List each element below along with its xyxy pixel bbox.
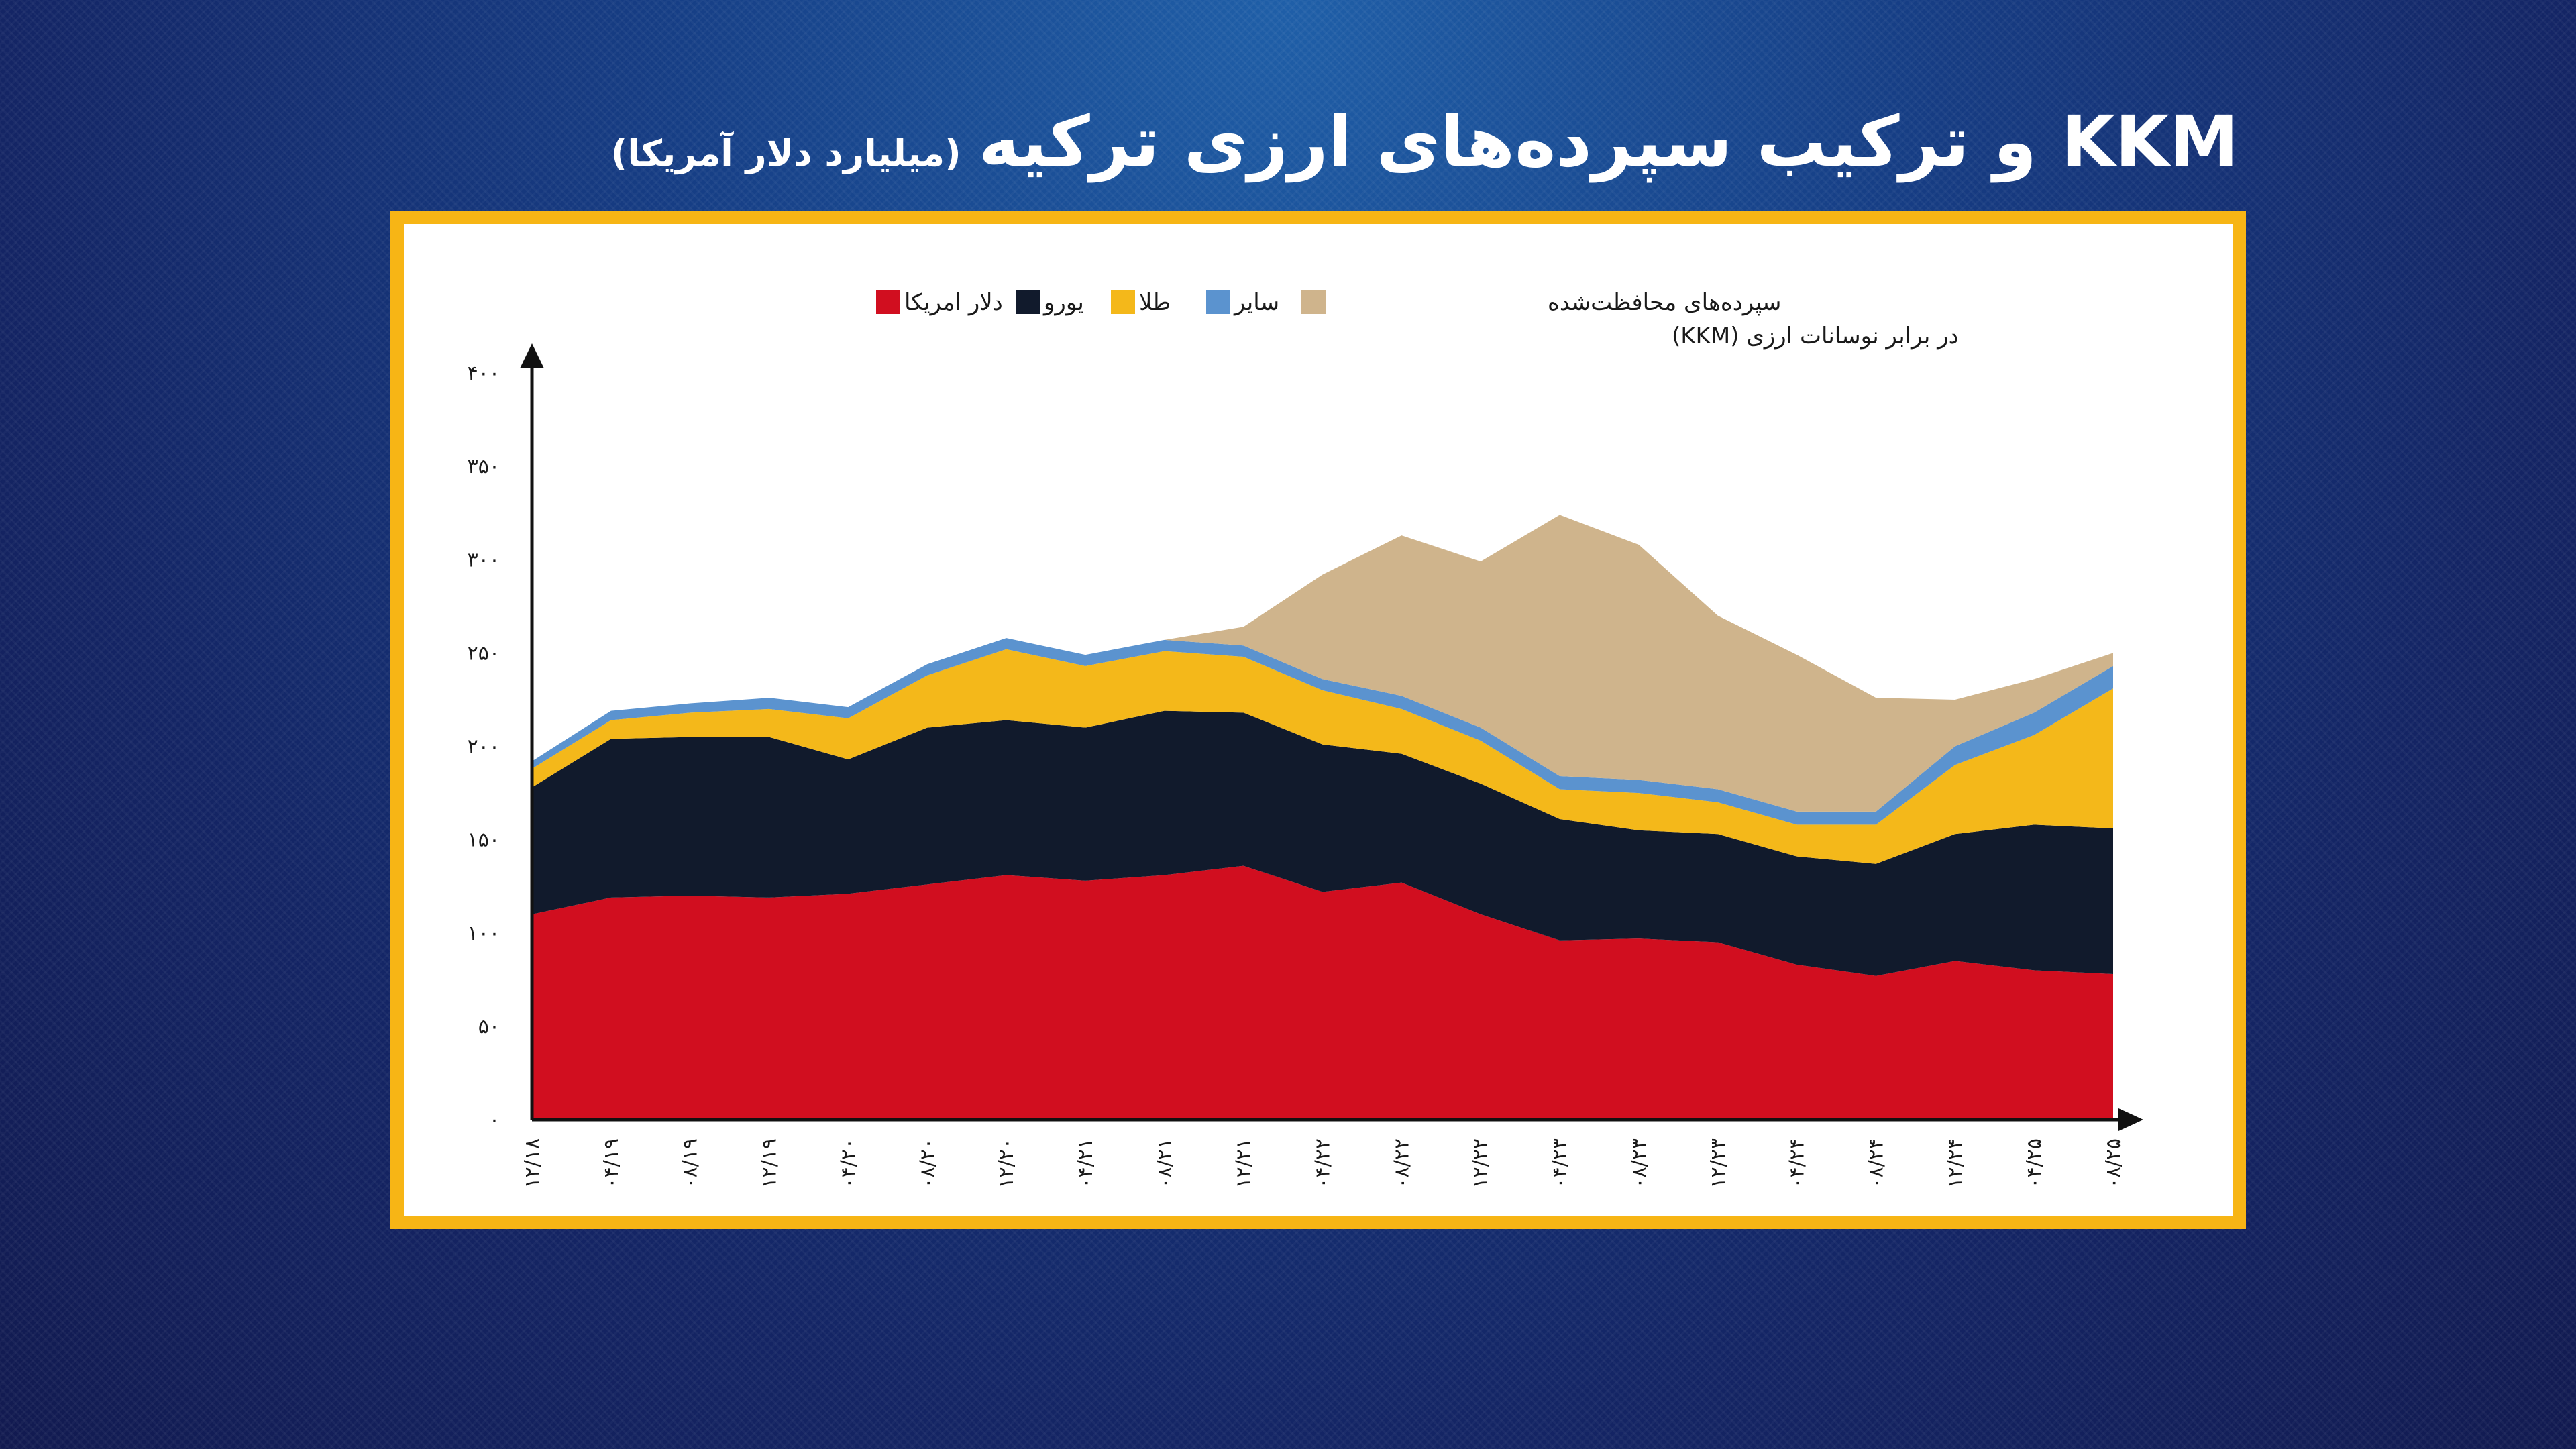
- x-tick-label: ۰۴/۲۴: [1786, 1138, 1809, 1189]
- x-tick-label: ۱۲/۲۰: [995, 1138, 1018, 1189]
- x-tick-label: ۰۸/۲۵: [2102, 1138, 2125, 1189]
- x-tick-label: ۰۸/۲۲: [1390, 1138, 1413, 1189]
- y-tick-label: ۳۵۰: [468, 455, 500, 478]
- x-tick-label: ۰۴/۱۹: [600, 1138, 623, 1189]
- x-tick-label: ۰۴/۲۰: [837, 1138, 860, 1189]
- y-axis-arrow: [520, 343, 544, 368]
- legend-swatch-kkm: [1301, 290, 1326, 314]
- legend-swatch-euro: [1016, 290, 1040, 314]
- x-tick-label: ۰۸/۲۱: [1153, 1138, 1177, 1189]
- legend-label-usd: دلار امریکا: [904, 289, 1003, 316]
- x-tick-label: ۰۸/۲۳: [1627, 1138, 1651, 1189]
- legend-swatch-gold: [1111, 290, 1135, 314]
- series-areas: [532, 515, 2113, 1120]
- area-euro: [532, 710, 2113, 976]
- area-gold: [532, 649, 2113, 864]
- y-tick-label: ۳۰۰: [468, 548, 500, 572]
- x-tick-label: ۰۴/۲۲: [1311, 1138, 1335, 1189]
- area-usd: [532, 865, 2113, 1120]
- legend-swatch-other: [1206, 290, 1230, 314]
- x-tick-label: ۱۲/۲۳: [1707, 1138, 1730, 1189]
- area-kkm: [532, 515, 2113, 812]
- x-tick-label: ۰۸/۲۰: [916, 1138, 939, 1189]
- x-tick-label: ۱۲/۱۸: [521, 1138, 544, 1189]
- x-axis-ticks: ۱۲/۱۸ ۰۴/۱۹ ۰۸/۱۹ ۱۲/۱۹ ۰۴/۲۰ ۰۸/۲۰ ۱۲/۲۰ ۰۴/۲۱…: [521, 1138, 2125, 1189]
- y-tick-label: ۲۰۰: [468, 735, 500, 759]
- legend-label-kkm-line1: سپرده‌های محافظت‌شده: [1548, 289, 1781, 316]
- x-axis-arrow: [2118, 1108, 2143, 1131]
- stacked-area-chart: ۰ ۵۰ ۱۰۰ ۱۵۰ ۲۰۰ ۲۵۰ ۳۰۰ ۳۵۰ ۴۰۰ ۱۲/۱۸ ۰۴/۱۹ ۰۸/۱۹…: [468, 289, 2143, 1189]
- sub-title: (میلیارد دلار آمریکا): [610, 132, 961, 174]
- x-tick-label: ۰۴/۲۵: [2023, 1138, 2046, 1189]
- y-tick-label: ۴۰۰: [468, 362, 500, 385]
- legend-label-other: سایر: [1233, 289, 1279, 316]
- y-tick-label: ۰: [489, 1108, 500, 1132]
- x-tick-label: ۱۲/۲۴: [1943, 1138, 1967, 1189]
- main-title: KKM و ترکیب سپرده‌های ارزی ترکیه: [978, 101, 2239, 182]
- legend-label-euro: یورو: [1042, 289, 1084, 316]
- x-tick-label: ۰۸/۱۹: [679, 1138, 702, 1189]
- x-tick-label: ۱۲/۱۹: [758, 1138, 782, 1189]
- x-tick-label: ۰۴/۲۱: [1074, 1138, 1097, 1189]
- legend: سپرده‌های محافظت‌شده در برابر نوسانات ارز…: [876, 289, 1959, 350]
- legend-label-kkm-line2: در برابر نوسانات ارزی (KKM): [1672, 323, 1959, 350]
- legend-swatch-usd: [876, 290, 900, 314]
- y-tick-label: ۵۰: [478, 1015, 500, 1038]
- chart-frame: ۰ ۵۰ ۱۰۰ ۱۵۰ ۲۰۰ ۲۵۰ ۳۰۰ ۳۵۰ ۴۰۰ ۱۲/۱۸ ۰۴/۱۹ ۰۸/۱۹…: [390, 211, 2246, 1229]
- page-title: KKM و ترکیب سپرده‌های ارزی ترکیه (میلیارد…: [611, 101, 2239, 182]
- x-tick-label: ۰۴/۲۳: [1548, 1138, 1572, 1189]
- y-tick-label: ۲۵۰: [468, 641, 500, 665]
- legend-label-gold: طلا: [1139, 289, 1171, 316]
- axes: [520, 343, 2143, 1131]
- x-tick-label: ۱۲/۲۲: [1469, 1138, 1493, 1189]
- x-tick-label: ۱۲/۲۱: [1232, 1138, 1256, 1189]
- y-axis-ticks: ۰ ۵۰ ۱۰۰ ۱۵۰ ۲۰۰ ۲۵۰ ۳۰۰ ۳۵۰ ۴۰۰: [468, 362, 500, 1132]
- y-tick-label: ۱۰۰: [468, 922, 500, 945]
- x-tick-label: ۰۸/۲۴: [1864, 1138, 1888, 1189]
- y-tick-label: ۱۵۰: [468, 828, 500, 852]
